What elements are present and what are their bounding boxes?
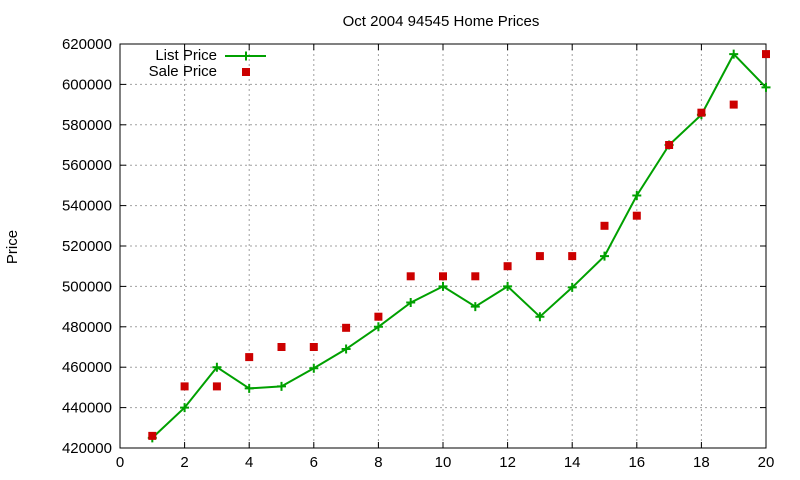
legend: List Price Sale Price [149, 47, 266, 80]
list-price-point [761, 82, 771, 92]
y-tick-label: 520000 [62, 238, 112, 255]
x-tick-label: 4 [245, 454, 253, 471]
list-price-point [373, 322, 383, 332]
list-price-point [567, 282, 577, 292]
y-tick-label: 480000 [62, 319, 112, 336]
sale-price-point [342, 323, 351, 332]
plot-frame [119, 43, 767, 449]
sale-price-point [697, 108, 706, 117]
list-price-point [309, 363, 319, 373]
y-tick-label: 600000 [62, 76, 112, 93]
sale-price-point [535, 252, 544, 261]
sale-price-point [374, 312, 383, 321]
list-price-point [406, 298, 416, 308]
list-price-point [470, 302, 480, 312]
y-tick-label: 440000 [62, 400, 112, 417]
y-tick-label: 500000 [62, 278, 112, 295]
x-tick-label: 18 [693, 454, 710, 471]
sale-price-point [503, 262, 512, 271]
y-tick-label: 580000 [62, 117, 112, 134]
sale-price-point [180, 382, 189, 391]
x-tick-label: 14 [564, 454, 581, 471]
y-tick-label: 540000 [62, 198, 112, 215]
chart-title: Oct 2004 94545 Home Prices [343, 13, 540, 30]
list-price-line [151, 52, 767, 439]
sale-price-point [471, 272, 480, 281]
x-tick-label: 20 [758, 454, 775, 471]
sale-price-point [212, 382, 221, 391]
x-tick-label: 16 [628, 454, 645, 471]
sale-price-point [568, 252, 577, 261]
x-tick-label: 10 [435, 454, 452, 471]
sale-price-point [406, 272, 415, 281]
sale-price-point [632, 211, 641, 220]
sale-price-point [309, 343, 318, 351]
x-tick-label: 8 [374, 454, 382, 471]
x-tick-label: 0 [116, 454, 124, 471]
y-axis-label: Price [4, 230, 21, 264]
list-price-point [632, 191, 642, 200]
sale-price-point [277, 343, 286, 351]
sale-price-point [762, 50, 770, 59]
legend-label-list-price: List Price [155, 47, 217, 64]
x-tick-label: 12 [499, 454, 516, 471]
sale-price-point [148, 431, 157, 440]
y-tick-label: 560000 [62, 157, 112, 174]
list-price-point [535, 312, 545, 322]
legend-label-sale-price: Sale Price [149, 63, 217, 80]
list-price-point [341, 344, 351, 354]
sale-price-point [439, 272, 447, 281]
axis-ticks: 0 2 4 6 8 10 12 14 16 18 20 420000 440000 460000 48000… [62, 36, 774, 471]
sale-price-point [600, 221, 609, 230]
x-tick-label: 6 [310, 454, 318, 471]
list-price-point [277, 381, 286, 391]
list-price-point [438, 281, 448, 291]
list-price-point [212, 362, 222, 372]
x-tick-label: 2 [180, 454, 188, 471]
legend-marker-list-price [241, 51, 251, 61]
sale-price-point [729, 100, 738, 109]
list-price-point [244, 383, 254, 393]
grid-lines [120, 44, 766, 448]
y-tick-label: 420000 [62, 440, 112, 457]
y-tick-label: 460000 [62, 359, 112, 376]
data-series [147, 49, 771, 443]
sale-price-point [245, 353, 254, 362]
list-price-point [600, 251, 609, 261]
legend-marker-sale-price [242, 68, 250, 76]
list-price-point [180, 403, 190, 413]
sale-price-point [665, 141, 674, 149]
list-price-point [503, 281, 513, 291]
list-price-point [729, 49, 739, 59]
y-tick-label: 620000 [62, 36, 112, 53]
